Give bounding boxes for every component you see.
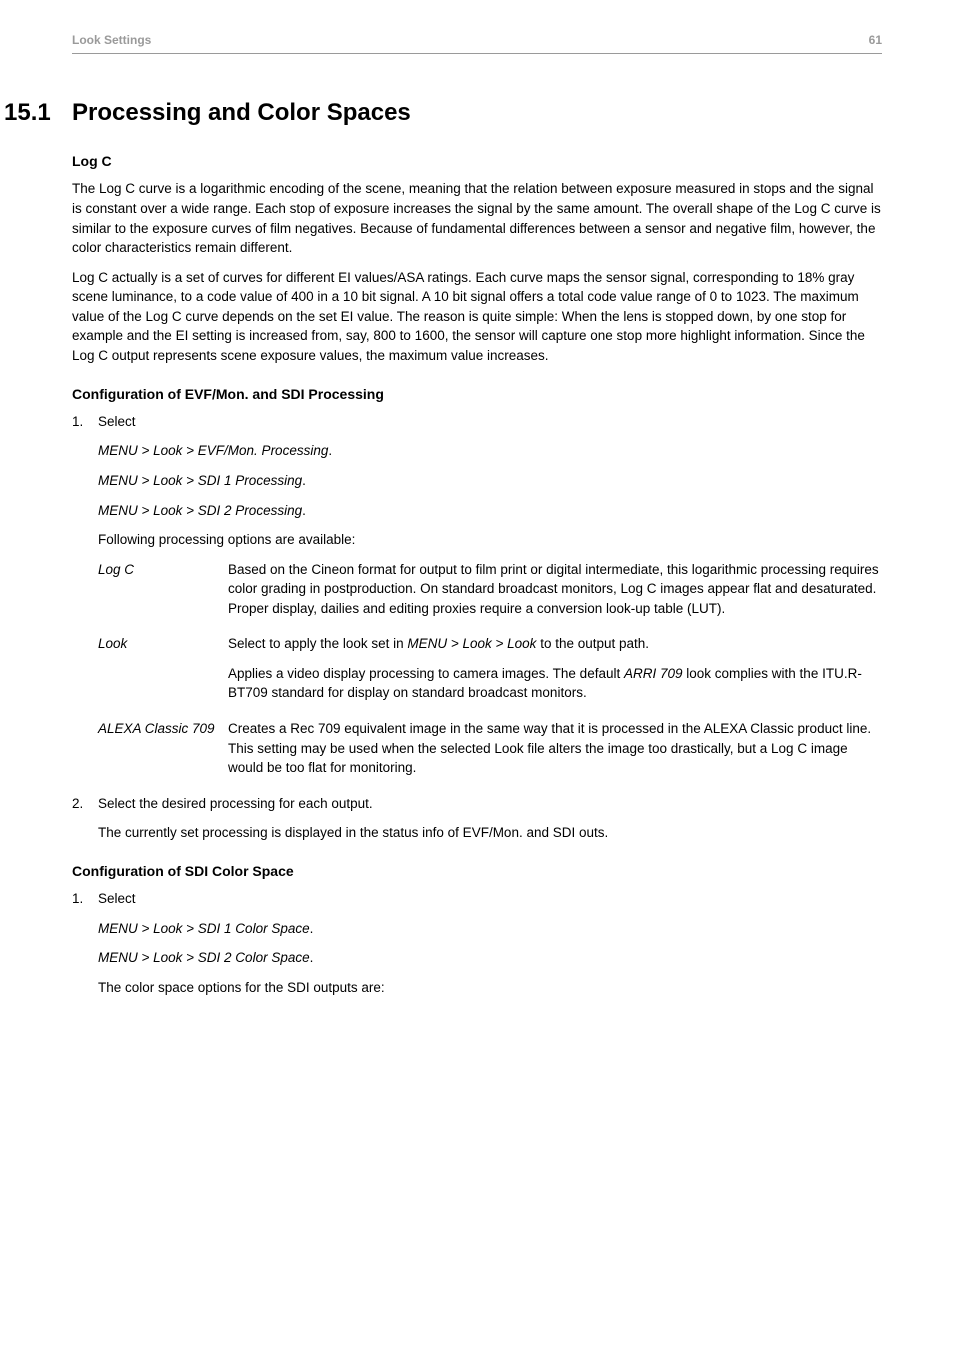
processing-options-table: Log C Based on the Cineon format for out… <box>98 560 882 778</box>
sdi-menu-path-2: MENU > Look > SDI 2 Color Space. <box>98 948 882 968</box>
step-number: 2. <box>72 794 98 814</box>
evf-step1-details: MENU > Look > EVF/Mon. Processing. MENU … <box>72 441 882 777</box>
step-number: 1. <box>72 889 98 909</box>
evf-heading: Configuration of EVF/Mon. and SDI Proces… <box>72 384 882 404</box>
logc-paragraph-1: The Log C curve is a logarithmic encodin… <box>72 179 882 257</box>
evf-step2-details: The currently set processing is displaye… <box>72 823 882 843</box>
evf-menu-path-1: MENU > Look > EVF/Mon. Processing. <box>98 441 882 461</box>
section-heading: 15.1 Processing and Color Spaces <box>72 96 882 131</box>
option-look-desc-1: Select to apply the look set in MENU > L… <box>228 634 882 654</box>
evf-step2-note: The currently set processing is displaye… <box>98 823 882 843</box>
logc-paragraph-2: Log C actually is a set of curves for di… <box>72 268 882 366</box>
evf-menu-path-3: MENU > Look > SDI 2 Processing. <box>98 501 882 521</box>
option-look: Look Select to apply the look set in MEN… <box>98 634 882 703</box>
evf-step-1: 1. Select <box>72 412 882 432</box>
content: Log C The Log C curve is a logarithmic e… <box>72 151 882 997</box>
evf-step-2: 2. Select the desired processing for eac… <box>72 794 882 814</box>
sdi-step-1: 1. Select <box>72 889 882 909</box>
step-number: 1. <box>72 412 98 432</box>
evf-steps-2: 2. Select the desired processing for eac… <box>72 794 882 814</box>
page-header: Look Settings 61 <box>72 32 882 54</box>
option-logc: Log C Based on the Cineon format for out… <box>98 560 882 619</box>
option-alexa-term: ALEXA Classic 709 <box>98 719 228 778</box>
evf-steps: 1. Select <box>72 412 882 432</box>
option-alexa: ALEXA Classic 709 Creates a Rec 709 equi… <box>98 719 882 778</box>
sdi-note: The color space options for the SDI outp… <box>98 978 882 998</box>
section-number: 15.1 <box>4 96 72 131</box>
option-look-desc-2: Applies a video display processing to ca… <box>228 664 882 703</box>
logc-heading: Log C <box>72 151 882 171</box>
step-body: Select <box>98 889 882 909</box>
option-look-desc: Select to apply the look set in MENU > L… <box>228 634 882 703</box>
step-body: Select the desired processing for each o… <box>98 794 882 814</box>
sdi-steps: 1. Select <box>72 889 882 909</box>
option-logc-term: Log C <box>98 560 228 619</box>
header-title: Look Settings <box>72 32 151 49</box>
step-body: Select <box>98 412 882 432</box>
evf-menu-path-2: MENU > Look > SDI 1 Processing. <box>98 471 882 491</box>
page-number: 61 <box>869 32 882 49</box>
sdi-menu-path-1: MENU > Look > SDI 1 Color Space. <box>98 919 882 939</box>
evf-following-note: Following processing options are availab… <box>98 530 882 550</box>
section-title: Processing and Color Spaces <box>72 96 411 131</box>
sdi-step1-details: MENU > Look > SDI 1 Color Space. MENU > … <box>72 919 882 998</box>
sdi-heading: Configuration of SDI Color Space <box>72 861 882 881</box>
option-look-term: Look <box>98 634 228 703</box>
option-alexa-desc: Creates a Rec 709 equivalent image in th… <box>228 719 882 778</box>
page: Look Settings 61 15.1 Processing and Col… <box>0 0 954 1047</box>
option-logc-desc: Based on the Cineon format for output to… <box>228 560 882 619</box>
